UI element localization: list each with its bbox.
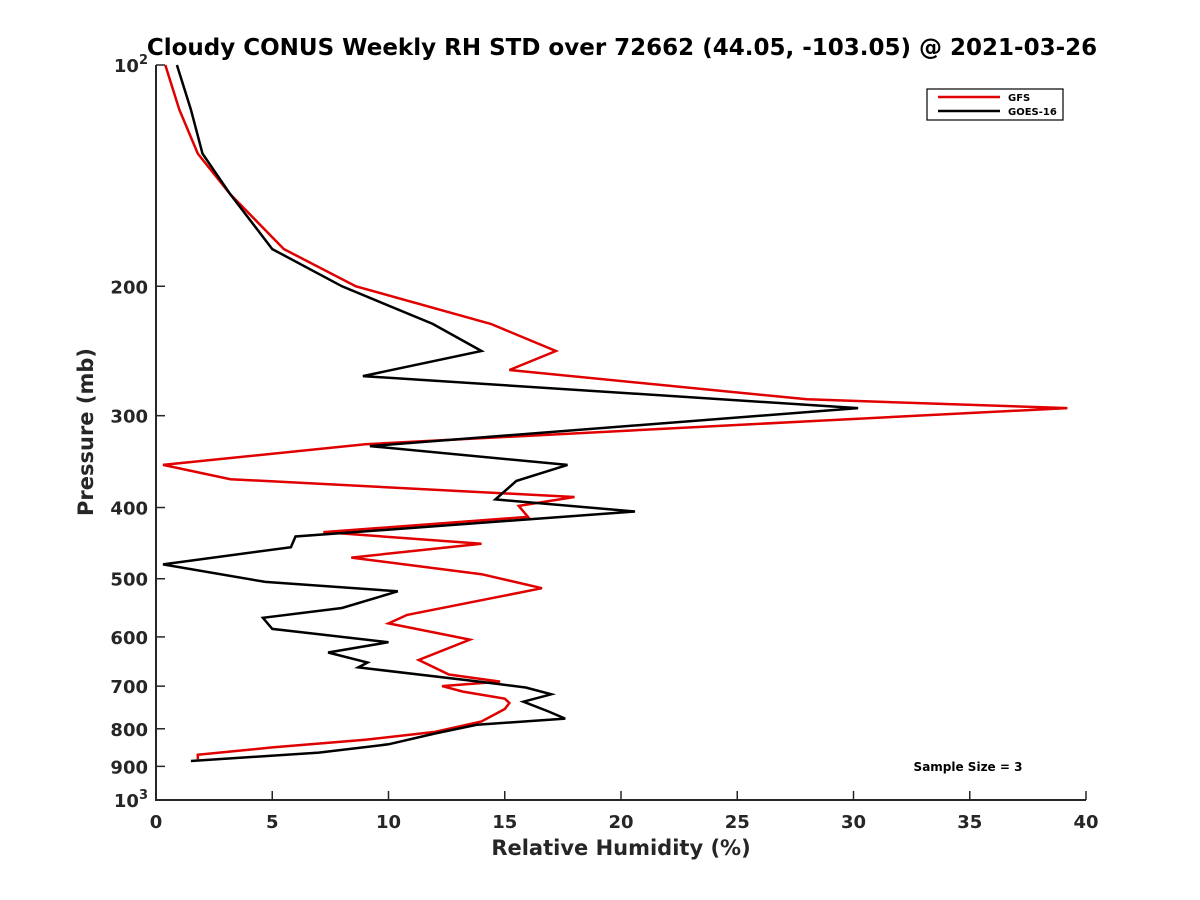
x-tick-label: 5 [266, 812, 279, 833]
y-tick-label: 700 [110, 677, 148, 698]
x-tick-label: 20 [608, 812, 633, 833]
y-tick-label: 102 [114, 53, 148, 77]
legend: GFS GOES-16 [926, 88, 1064, 121]
axis-lines [155, 65, 1086, 801]
legend-box [926, 88, 1064, 121]
x-tick-label: 0 [150, 812, 163, 833]
series-line-goes-16 [162, 64, 859, 763]
y-tick-label: 300 [110, 407, 148, 428]
x-tick-label: 35 [957, 812, 982, 833]
y-tick-label: 600 [110, 628, 148, 649]
chart-title: Cloudy CONUS Weekly RH STD over 72662 (4… [147, 35, 1097, 61]
x-tick-label: 40 [1073, 812, 1098, 833]
series-lines [162, 64, 1068, 763]
x-axis: 0 5 10 15 20 25 30 35 40 [150, 791, 1099, 833]
legend-label-gfs: GFS [1008, 93, 1030, 104]
x-tick-label: 30 [841, 812, 866, 833]
legend-label-goes-16: GOES-16 [1008, 107, 1057, 118]
x-tick-label: 15 [492, 812, 517, 833]
y-axis-label: Pressure (mb) [74, 348, 98, 516]
x-tick-label: 25 [725, 812, 750, 833]
y-tick-label: 800 [110, 720, 148, 741]
y-axis: 102 200 300 400 500 600 700 800 900 103 [110, 53, 165, 812]
x-tick-label: 10 [376, 812, 401, 833]
x-axis-label: Relative Humidity (%) [491, 836, 750, 860]
series-line-gfs [162, 64, 1068, 760]
y-tick-label: 500 [110, 570, 148, 591]
y-tick-label: 400 [110, 499, 148, 520]
y-tick-label: 103 [114, 788, 148, 812]
y-tick-label: 200 [110, 277, 148, 298]
y-tick-label: 900 [110, 757, 148, 778]
plot-area [156, 65, 1086, 800]
sample-size-annotation: Sample Size = 3 [914, 760, 1023, 774]
